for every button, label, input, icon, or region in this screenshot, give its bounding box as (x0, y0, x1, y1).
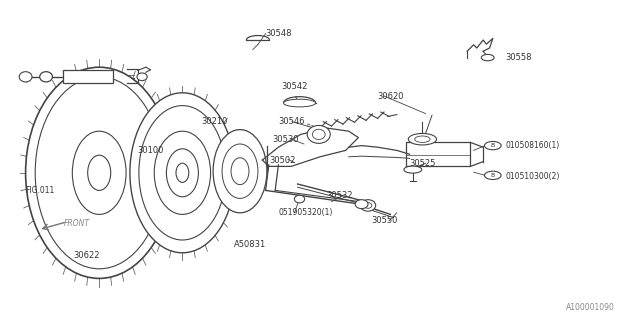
Ellipse shape (408, 133, 436, 145)
Text: 30548: 30548 (266, 29, 292, 38)
Text: 30622: 30622 (73, 252, 100, 260)
Ellipse shape (213, 130, 267, 213)
Ellipse shape (364, 203, 372, 208)
Ellipse shape (294, 195, 305, 203)
Text: 30210: 30210 (202, 117, 228, 126)
Ellipse shape (415, 136, 430, 142)
FancyBboxPatch shape (63, 70, 113, 83)
Ellipse shape (312, 129, 325, 140)
Text: FIG.011: FIG.011 (26, 186, 55, 195)
Ellipse shape (130, 93, 235, 253)
Ellipse shape (154, 131, 211, 214)
Ellipse shape (231, 158, 249, 185)
Text: A100001090: A100001090 (566, 303, 614, 312)
Text: B: B (491, 173, 495, 178)
Ellipse shape (355, 200, 368, 209)
Text: 30532: 30532 (326, 191, 353, 200)
Ellipse shape (484, 171, 501, 180)
Ellipse shape (176, 163, 189, 182)
Text: 051905320(1): 051905320(1) (278, 208, 333, 217)
Ellipse shape (19, 72, 32, 82)
Ellipse shape (166, 149, 198, 197)
Text: 30550: 30550 (371, 216, 397, 225)
Text: 010510300(2): 010510300(2) (506, 172, 560, 180)
Text: 30620: 30620 (378, 92, 404, 100)
Text: 30525: 30525 (410, 159, 436, 168)
Ellipse shape (481, 54, 494, 61)
Ellipse shape (139, 106, 226, 240)
Ellipse shape (484, 141, 501, 150)
Ellipse shape (72, 131, 126, 214)
Text: B: B (491, 143, 495, 148)
Ellipse shape (360, 200, 376, 211)
Ellipse shape (40, 72, 52, 82)
Ellipse shape (137, 73, 147, 81)
Text: 30530: 30530 (272, 135, 298, 144)
Ellipse shape (35, 77, 163, 269)
Ellipse shape (284, 99, 316, 107)
Text: 30558: 30558 (506, 53, 532, 62)
Text: 30546: 30546 (278, 117, 305, 126)
Text: A50831: A50831 (234, 240, 266, 249)
Text: 30502: 30502 (269, 156, 295, 164)
Ellipse shape (88, 155, 111, 190)
Text: 010508160(1): 010508160(1) (506, 141, 560, 150)
Ellipse shape (404, 166, 422, 173)
Text: 30542: 30542 (282, 82, 308, 91)
Text: 30100: 30100 (138, 146, 164, 155)
Ellipse shape (26, 67, 173, 278)
Ellipse shape (222, 144, 258, 198)
Ellipse shape (307, 125, 330, 143)
Text: FRONT: FRONT (64, 220, 90, 228)
